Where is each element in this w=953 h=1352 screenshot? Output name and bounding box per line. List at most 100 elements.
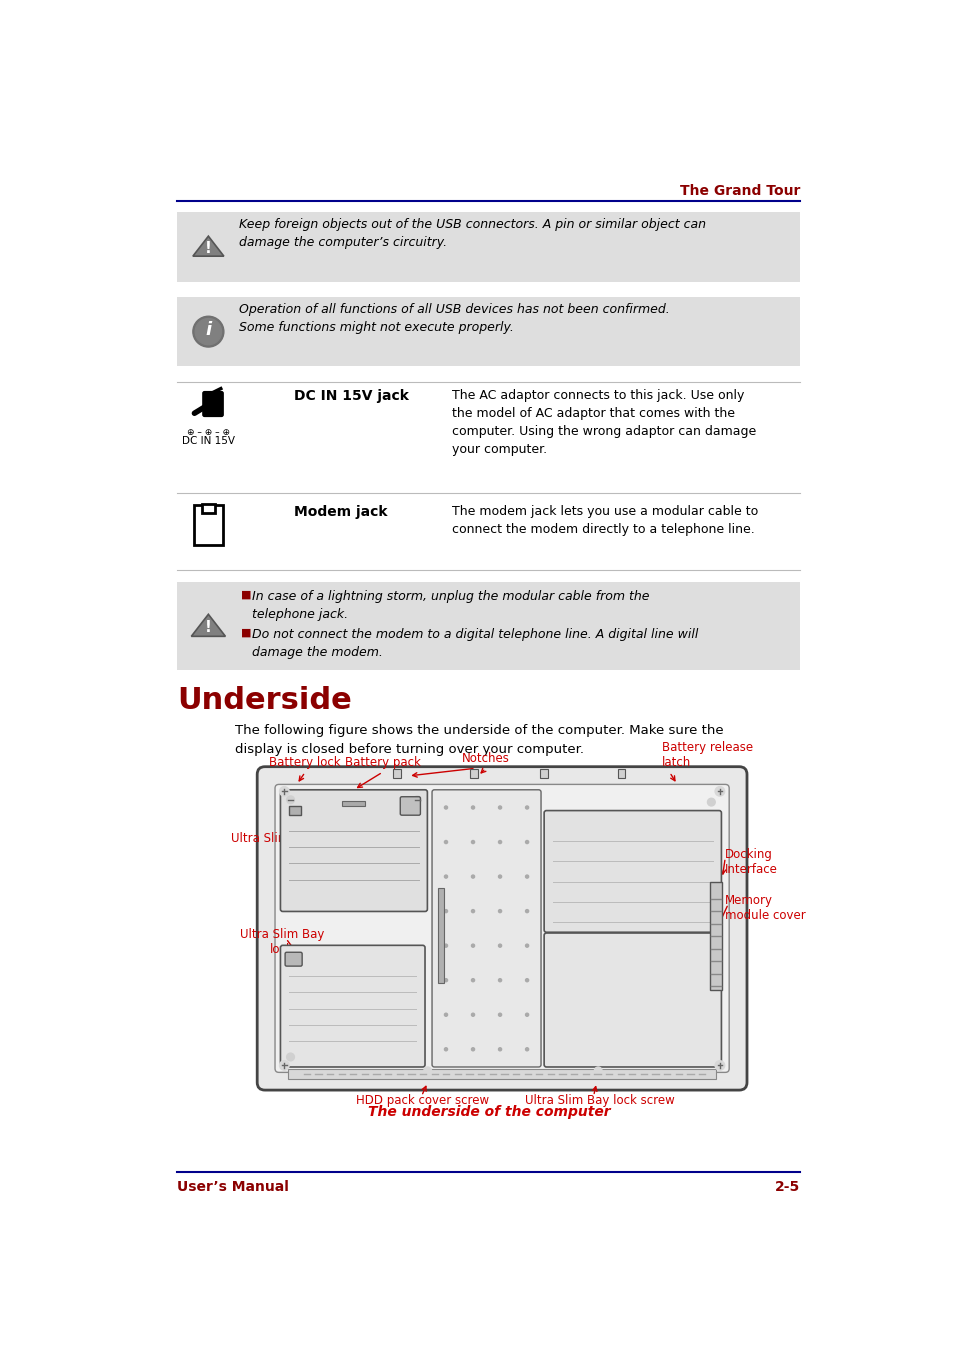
Circle shape xyxy=(195,319,221,345)
Circle shape xyxy=(715,1061,723,1069)
Text: The AC adaptor connects to this jack. Use only
the model of AC adaptor that come: The AC adaptor connects to this jack. Us… xyxy=(452,389,756,457)
FancyBboxPatch shape xyxy=(202,391,224,418)
Text: Modem jack: Modem jack xyxy=(294,504,387,519)
FancyBboxPatch shape xyxy=(543,933,720,1067)
Text: The underside of the computer: The underside of the computer xyxy=(367,1106,610,1119)
Circle shape xyxy=(193,316,224,347)
Bar xyxy=(341,802,365,806)
Text: ■: ■ xyxy=(241,629,252,638)
Bar xyxy=(617,769,624,779)
Circle shape xyxy=(471,910,474,913)
Text: DC IN 15V: DC IN 15V xyxy=(182,435,234,446)
FancyBboxPatch shape xyxy=(400,796,420,815)
Circle shape xyxy=(279,787,289,796)
Circle shape xyxy=(471,944,474,948)
Text: Keep foreign objects out of the USB connectors. A pin or similar object can
dama: Keep foreign objects out of the USB conn… xyxy=(239,219,705,250)
Circle shape xyxy=(525,806,528,808)
Bar xyxy=(393,769,400,779)
Text: User’s Manual: User’s Manual xyxy=(177,1180,289,1194)
FancyBboxPatch shape xyxy=(280,945,425,1067)
Bar xyxy=(177,297,800,366)
Text: In case of a lightning storm, unplug the modular cable from the
telephone jack.: In case of a lightning storm, unplug the… xyxy=(252,589,649,621)
Circle shape xyxy=(444,979,447,982)
Text: Operation of all functions of all USB devices has not been confirmed.
Some funct: Operation of all functions of all USB de… xyxy=(239,303,669,334)
Bar xyxy=(177,212,800,281)
Circle shape xyxy=(471,1013,474,1017)
Circle shape xyxy=(525,1013,528,1017)
Circle shape xyxy=(444,841,447,844)
Bar xyxy=(177,581,800,671)
Text: ■: ■ xyxy=(241,589,252,599)
Circle shape xyxy=(498,841,501,844)
Circle shape xyxy=(444,1013,447,1017)
Circle shape xyxy=(498,806,501,808)
FancyBboxPatch shape xyxy=(280,790,427,911)
Circle shape xyxy=(444,910,447,913)
Text: i: i xyxy=(205,322,212,339)
Circle shape xyxy=(715,787,723,796)
Text: !: ! xyxy=(205,241,212,256)
Circle shape xyxy=(444,1048,447,1051)
Circle shape xyxy=(444,806,447,808)
Bar xyxy=(202,504,214,514)
Circle shape xyxy=(525,1048,528,1051)
Circle shape xyxy=(498,1048,501,1051)
Polygon shape xyxy=(193,237,224,256)
Text: Notches: Notches xyxy=(461,752,509,765)
FancyBboxPatch shape xyxy=(285,952,302,967)
Bar xyxy=(709,883,721,990)
Circle shape xyxy=(286,1053,294,1061)
Bar xyxy=(289,806,300,815)
Circle shape xyxy=(525,944,528,948)
Text: Ultra Slim Bay lock screw: Ultra Slim Bay lock screw xyxy=(524,1094,674,1107)
Bar xyxy=(539,769,547,779)
Text: Battery lock: Battery lock xyxy=(269,756,341,769)
Text: Docking
Interface: Docking Interface xyxy=(724,848,778,876)
Circle shape xyxy=(471,875,474,877)
Circle shape xyxy=(413,796,420,803)
Polygon shape xyxy=(192,614,225,637)
FancyBboxPatch shape xyxy=(274,784,728,1072)
Text: Battery release
latch: Battery release latch xyxy=(661,741,752,769)
Text: The modem jack lets you use a modular cable to
connect the modem directly to a t: The modem jack lets you use a modular ca… xyxy=(452,504,758,535)
Circle shape xyxy=(498,979,501,982)
Text: ⊕ – ⊕ – ⊕: ⊕ – ⊕ – ⊕ xyxy=(187,427,230,437)
Circle shape xyxy=(444,944,447,948)
Text: !: ! xyxy=(205,621,212,635)
Circle shape xyxy=(471,1048,474,1051)
Text: The Grand Tour: The Grand Tour xyxy=(679,184,800,197)
Text: Do not connect the modem to a digital telephone line. A digital line will
damage: Do not connect the modem to a digital te… xyxy=(252,629,698,658)
Circle shape xyxy=(471,806,474,808)
Text: HDD pack cover screw: HDD pack cover screw xyxy=(356,1094,489,1107)
FancyBboxPatch shape xyxy=(543,811,720,933)
Text: The following figure shows the underside of the computer. Make sure the
display : The following figure shows the underside… xyxy=(235,725,723,756)
Text: Memory
module cover: Memory module cover xyxy=(724,894,805,922)
Circle shape xyxy=(707,798,715,806)
Bar xyxy=(193,504,223,545)
Text: 2-5: 2-5 xyxy=(775,1180,800,1194)
Circle shape xyxy=(525,979,528,982)
FancyBboxPatch shape xyxy=(432,790,540,1067)
Circle shape xyxy=(444,875,447,877)
Bar xyxy=(470,769,477,779)
Text: Underside: Underside xyxy=(177,685,352,715)
Text: DC IN 15V jack: DC IN 15V jack xyxy=(294,389,408,403)
Text: Battery pack: Battery pack xyxy=(344,756,420,769)
Circle shape xyxy=(498,875,501,877)
Circle shape xyxy=(525,841,528,844)
Circle shape xyxy=(279,1061,289,1069)
Circle shape xyxy=(498,944,501,948)
FancyBboxPatch shape xyxy=(257,767,746,1090)
Circle shape xyxy=(498,1013,501,1017)
Circle shape xyxy=(525,875,528,877)
Circle shape xyxy=(423,1067,431,1075)
Circle shape xyxy=(471,979,474,982)
Circle shape xyxy=(498,910,501,913)
Text: Ultra Slim Bay: Ultra Slim Bay xyxy=(231,831,314,845)
Bar xyxy=(437,887,444,983)
Circle shape xyxy=(594,1067,601,1075)
Circle shape xyxy=(286,796,294,803)
Circle shape xyxy=(471,841,474,844)
Text: Ultra Slim Bay
lock: Ultra Slim Bay lock xyxy=(239,929,324,956)
Bar xyxy=(288,1069,716,1079)
